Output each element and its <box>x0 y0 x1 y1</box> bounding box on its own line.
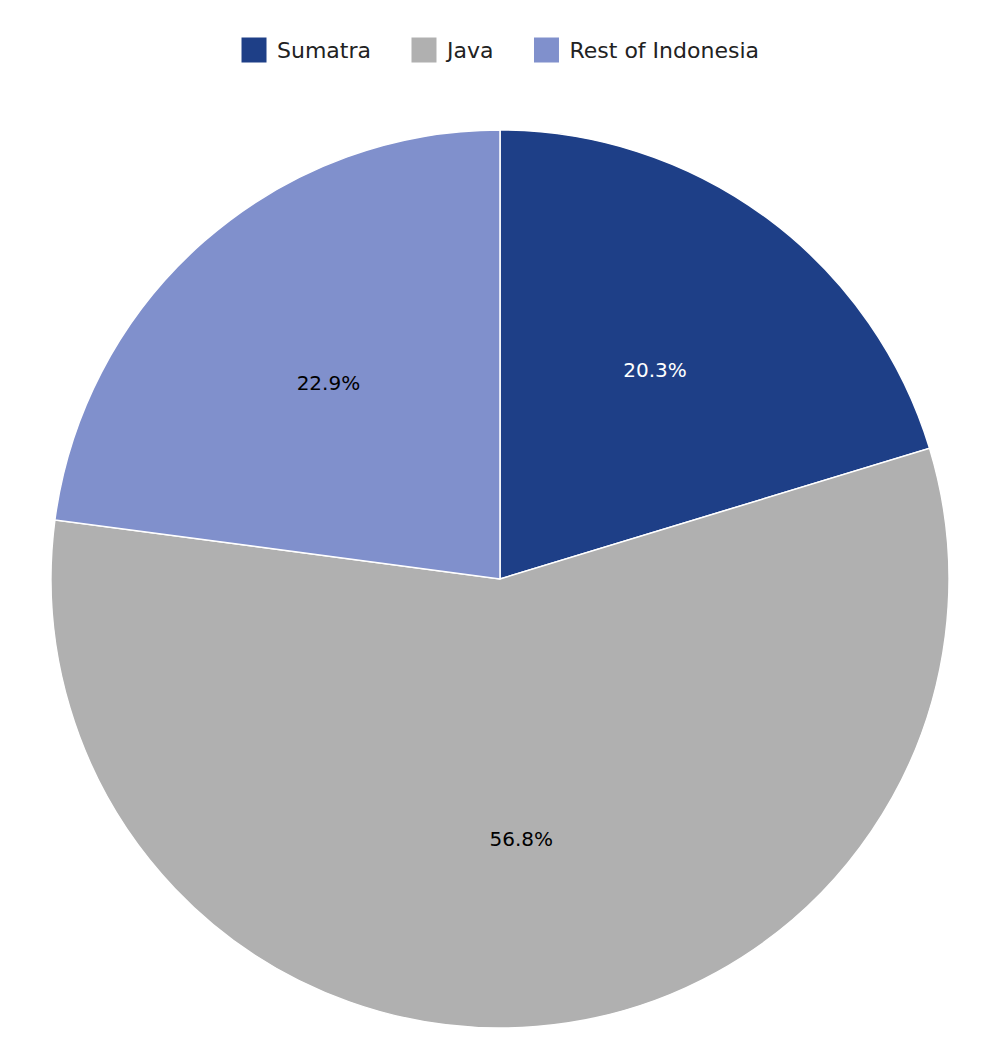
legend-item: Java <box>411 37 493 63</box>
legend-swatch <box>411 37 437 63</box>
chart: Sumatra Java Rest of Indonesia 20.3% 56.8% 22… <box>0 0 1000 1058</box>
slices <box>51 130 949 1028</box>
legend-swatch <box>241 37 267 63</box>
legend: Sumatra Java Rest of Indonesia <box>241 37 759 63</box>
legend-label: Java <box>445 38 493 63</box>
legend-swatch <box>533 37 559 63</box>
data-label: 22.9% <box>297 371 361 395</box>
legend-item: Sumatra <box>241 37 371 63</box>
legend-label: Sumatra <box>277 38 371 63</box>
data-label: 20.3% <box>623 358 687 382</box>
slice <box>55 130 500 579</box>
data-label: 56.8% <box>489 827 553 851</box>
legend-item: Rest of Indonesia <box>533 37 759 63</box>
legend-label: Rest of Indonesia <box>569 38 759 63</box>
pie: 20.3% 56.8% 22.9% <box>51 130 949 1028</box>
data-labels: 20.3% 56.8% 22.9% <box>297 358 687 851</box>
